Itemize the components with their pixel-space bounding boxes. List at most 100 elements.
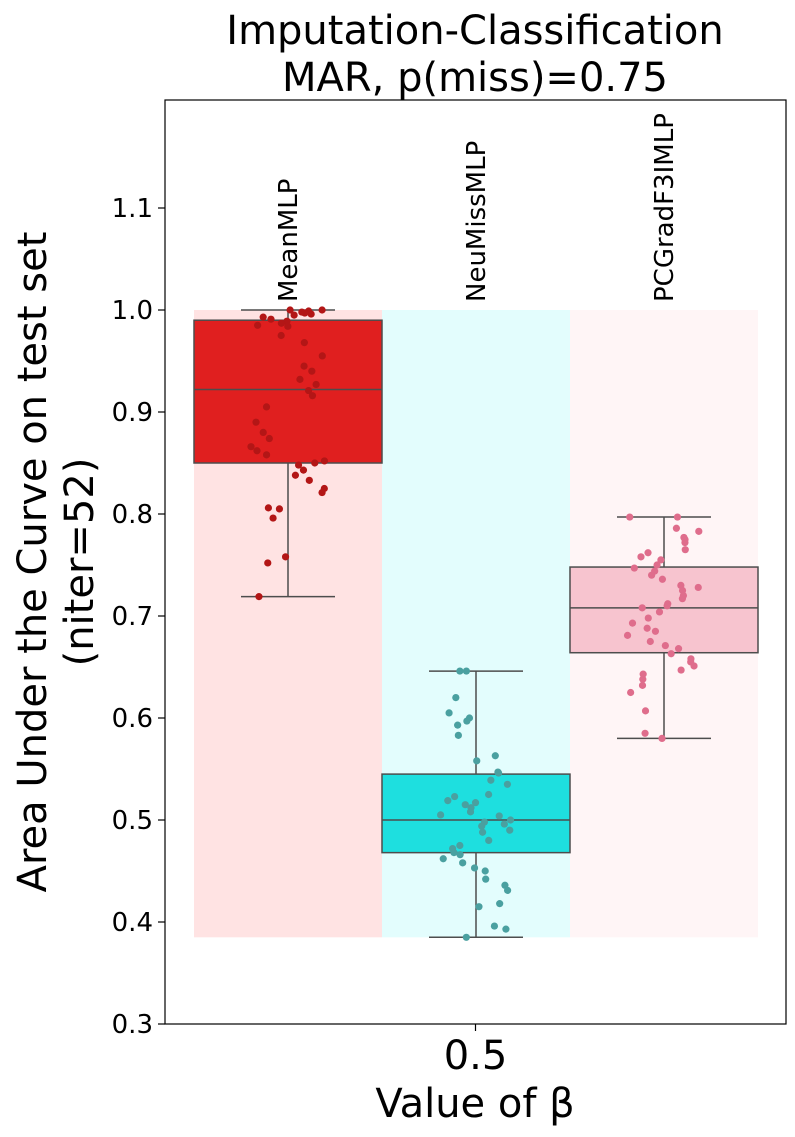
point-pcgradf3imlp bbox=[641, 729, 649, 737]
point-meanmlp bbox=[281, 553, 290, 561]
y-tick-label: 1.1 bbox=[112, 194, 153, 224]
point-neumissmlp bbox=[478, 822, 486, 830]
point-pcgradf3imlp bbox=[623, 631, 632, 639]
point-meanmlp bbox=[255, 593, 263, 601]
point-neumissmlp bbox=[487, 776, 495, 784]
point-pcgradf3imlp bbox=[655, 608, 664, 616]
x-axis-label: Value of β bbox=[375, 1081, 574, 1127]
point-neumissmlp bbox=[482, 875, 490, 883]
point-meanmlp bbox=[277, 319, 285, 327]
point-meanmlp bbox=[284, 322, 292, 330]
point-neumissmlp bbox=[485, 790, 493, 799]
point-neumissmlp bbox=[478, 828, 487, 836]
point-meanmlp bbox=[294, 461, 303, 469]
point-meanmlp bbox=[308, 367, 316, 375]
point-pcgradf3imlp bbox=[651, 627, 660, 635]
point-pcgradf3imlp bbox=[672, 524, 681, 532]
point-pcgradf3imlp bbox=[690, 662, 698, 670]
point-pcgradf3imlp bbox=[661, 641, 669, 650]
chart-title-line1: Imputation-Classification bbox=[226, 8, 723, 54]
point-neumissmlp bbox=[456, 851, 464, 859]
point-neumissmlp bbox=[473, 757, 481, 765]
point-meanmlp bbox=[300, 362, 308, 370]
point-neumissmlp bbox=[506, 826, 514, 834]
x-axis-ticks: 0.5 bbox=[444, 1024, 507, 1079]
point-meanmlp bbox=[304, 386, 313, 395]
plot-area bbox=[193, 309, 759, 939]
y-axis-label-line2: (niter=52) bbox=[57, 458, 103, 667]
box-neumissmlp bbox=[381, 773, 571, 854]
point-meanmlp bbox=[262, 451, 271, 459]
point-pcgradf3imlp bbox=[681, 546, 689, 554]
point-pcgradf3imlp bbox=[637, 553, 645, 561]
point-neumissmlp bbox=[500, 820, 508, 828]
point-neumissmlp bbox=[454, 721, 462, 729]
point-meanmlp bbox=[300, 339, 308, 347]
point-meanmlp bbox=[286, 306, 294, 314]
point-neumissmlp bbox=[470, 864, 479, 872]
point-pcgradf3imlp bbox=[658, 575, 667, 583]
point-pcgradf3imlp bbox=[648, 571, 656, 579]
point-pcgradf3imlp bbox=[653, 561, 661, 569]
point-pcgradf3imlp bbox=[663, 602, 671, 610]
y-tick-label: 0.6 bbox=[112, 704, 153, 734]
point-meanmlp bbox=[269, 514, 277, 522]
chart-title-line2: MAR, p(miss)=0.75 bbox=[282, 55, 668, 101]
point-pcgradf3imlp bbox=[694, 583, 702, 592]
point-meanmlp bbox=[254, 321, 262, 329]
point-pcgradf3imlp bbox=[657, 556, 665, 564]
y-tick-label: 0.9 bbox=[112, 398, 153, 428]
point-neumissmlp bbox=[496, 900, 504, 908]
point-neumissmlp bbox=[502, 925, 510, 933]
point-meanmlp bbox=[247, 443, 255, 451]
point-meanmlp bbox=[318, 488, 326, 497]
point-neumissmlp bbox=[503, 780, 512, 788]
point-meanmlp bbox=[291, 471, 300, 479]
point-neumissmlp bbox=[444, 797, 452, 805]
point-neumissmlp bbox=[503, 886, 512, 894]
point-meanmlp bbox=[308, 392, 317, 400]
point-pcgradf3imlp bbox=[678, 595, 687, 603]
point-neumissmlp bbox=[466, 808, 475, 816]
point-pcgradf3imlp bbox=[677, 666, 685, 674]
point-meanmlp bbox=[299, 466, 308, 474]
point-meanmlp bbox=[264, 559, 272, 567]
point-pcgradf3imlp bbox=[639, 675, 647, 683]
point-neumissmlp bbox=[491, 752, 499, 760]
point-pcgradf3imlp bbox=[630, 564, 638, 572]
point-neumissmlp bbox=[471, 799, 480, 807]
series-labels: MeanMLP NeuMissMLP PCGradF3IMLP bbox=[274, 113, 680, 302]
series-label-pcgradf3imlp: PCGradF3IMLP bbox=[650, 113, 680, 302]
y-tick-label: 0.4 bbox=[112, 908, 153, 938]
point-neumissmlp bbox=[452, 694, 460, 702]
point-meanmlp bbox=[262, 403, 271, 411]
y-axis-ticks: 0.3 0.4 0.5 0.6 0.7 0.8 0.9 1.0 1.1 bbox=[112, 194, 165, 1040]
point-meanmlp bbox=[318, 306, 326, 314]
point-meanmlp bbox=[267, 315, 275, 323]
point-pcgradf3imlp bbox=[658, 734, 666, 743]
point-pcgradf3imlp bbox=[644, 549, 652, 557]
point-meanmlp bbox=[296, 375, 304, 383]
y-axis-label-line1: Area Under the Curve on test set bbox=[10, 232, 56, 893]
y-tick-label: 1.0 bbox=[112, 296, 153, 326]
point-neumissmlp bbox=[481, 867, 489, 875]
point-meanmlp bbox=[252, 418, 260, 426]
point-neumissmlp bbox=[456, 667, 464, 675]
point-meanmlp bbox=[318, 352, 326, 360]
point-neumissmlp bbox=[495, 769, 503, 777]
point-pcgradf3imlp bbox=[641, 707, 650, 715]
point-neumissmlp bbox=[490, 922, 499, 930]
point-neumissmlp bbox=[461, 801, 469, 809]
point-meanmlp bbox=[265, 434, 273, 443]
point-meanmlp bbox=[311, 459, 319, 467]
point-neumissmlp bbox=[450, 849, 458, 857]
point-neumissmlp bbox=[462, 667, 470, 675]
point-pcgradf3imlp bbox=[674, 645, 683, 653]
point-meanmlp bbox=[307, 310, 315, 318]
y-tick-label: 0.3 bbox=[112, 1010, 153, 1040]
y-tick-label: 0.7 bbox=[112, 602, 153, 632]
point-neumissmlp bbox=[485, 836, 493, 845]
point-meanmlp bbox=[259, 428, 267, 436]
point-meanmlp bbox=[320, 457, 329, 465]
